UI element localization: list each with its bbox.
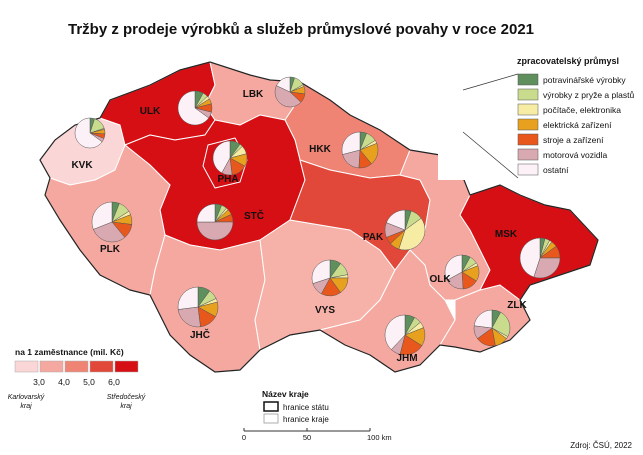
- pie-slice: [384, 314, 406, 350]
- boundary-label: hranice kraje: [283, 415, 329, 424]
- boundary-legend-title: Název kraje: [262, 389, 309, 399]
- legend-swatch: [517, 163, 539, 176]
- pie-slice: [533, 257, 561, 279]
- region-border-swatch: [263, 413, 279, 424]
- state-border: [39, 61, 599, 373]
- pie-slice: [196, 203, 216, 223]
- legend-label: počítače, elektronika: [543, 105, 621, 115]
- boundary-label: hranice státu: [283, 403, 329, 412]
- legend-swatch: [517, 148, 539, 161]
- legend-swatch: [517, 73, 539, 86]
- legend-label: stroje a zařízení: [543, 135, 604, 145]
- legend-label: motorová vozidla: [543, 150, 608, 160]
- region-label: PHA: [217, 174, 238, 185]
- region-label: ZLK: [507, 300, 527, 311]
- density-threshold: 4,0: [58, 377, 70, 387]
- density-legend-title: na 1 zaměstnance (mil. Kč): [15, 347, 124, 357]
- pie-slice: [386, 209, 406, 231]
- density-swatch: [114, 360, 139, 373]
- legend-label: výrobky z pryže a plastů: [543, 90, 634, 100]
- pie-slice: [311, 259, 331, 284]
- region-label: STČ: [244, 209, 264, 222]
- region-label: KVK: [71, 160, 93, 171]
- density-swatch: [39, 360, 64, 373]
- region-label: OLK: [429, 274, 451, 285]
- density-swatch: [14, 360, 39, 373]
- pie-slice: [91, 201, 113, 230]
- pie-slice: [74, 117, 103, 149]
- density-note: kraj: [120, 403, 132, 410]
- pie-slice: [473, 309, 493, 329]
- pie-slice: [93, 221, 126, 243]
- pie-slice: [444, 254, 463, 281]
- density-swatch: [64, 360, 89, 373]
- scale-label: 50: [303, 433, 311, 442]
- pie-slice: [196, 221, 234, 241]
- scale-label: 100 km: [367, 433, 392, 442]
- region-label: ULK: [140, 106, 161, 117]
- pie-slice: [177, 286, 199, 310]
- region-label: PAK: [363, 232, 384, 243]
- state-border-swatch: [263, 401, 279, 412]
- source: Zdroj: ČSÚ, 2022: [570, 441, 632, 450]
- industry-legend-title: zpracovatelský průmysl: [517, 56, 619, 66]
- legend-label: ostatní: [543, 165, 569, 175]
- pie-slice: [276, 76, 291, 93]
- legend-swatch: [517, 103, 539, 116]
- scale-label: 0: [242, 433, 246, 442]
- pie-slice: [212, 140, 231, 174]
- pie-slice: [398, 217, 426, 251]
- region-label: JHM: [396, 353, 417, 364]
- title: Tržby z prodeje výrobků a služeb průmysl…: [68, 21, 534, 38]
- density-note: Středočeský: [107, 394, 146, 401]
- legend-swatch: [517, 118, 539, 131]
- legend-layer: zpracovatelský průmysl potravinářské výro…: [8, 55, 634, 450]
- density-note: kraj: [20, 403, 32, 410]
- pie-slice: [341, 131, 361, 155]
- region-label: PLK: [100, 244, 121, 255]
- density-swatch: [89, 360, 114, 373]
- density-threshold: 3,0: [33, 377, 45, 387]
- region-label: JHČ: [190, 328, 210, 341]
- legend-swatch: [517, 88, 539, 101]
- region-label: LBK: [243, 89, 264, 100]
- legend-label: potravinářské výrobky: [543, 75, 626, 85]
- region-label: MSK: [495, 229, 518, 240]
- pie-slice: [519, 237, 541, 278]
- density-note: Karlovarský: [8, 394, 45, 401]
- legend-label: elektrická zařízení: [543, 120, 612, 130]
- density-threshold: 6,0: [108, 377, 120, 387]
- legend-swatch: [517, 133, 539, 146]
- region-label: VYS: [315, 305, 335, 316]
- pie-layer: KVK ULK LBK HKK STČ PHA PLK JHČ VYS PAK JHM OLK ZLK M…: [71, 76, 561, 364]
- pie-slice: [274, 85, 302, 108]
- leader-line: [462, 131, 519, 179]
- leader-line: [462, 73, 519, 91]
- pie-slice: [177, 90, 210, 126]
- pie-slice: [177, 306, 201, 328]
- density-threshold: 5,0: [83, 377, 95, 387]
- region-label: HKK: [309, 144, 331, 155]
